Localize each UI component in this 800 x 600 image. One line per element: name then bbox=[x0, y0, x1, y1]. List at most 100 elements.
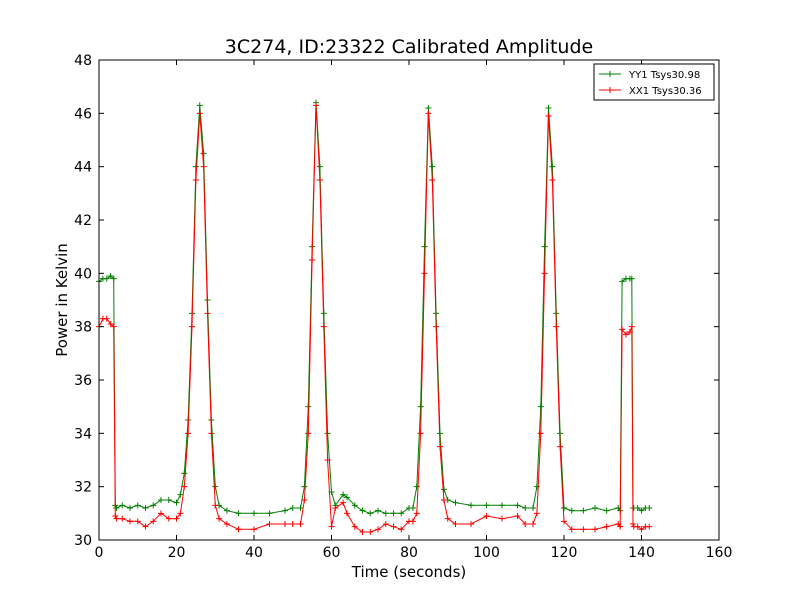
data-point bbox=[603, 507, 610, 514]
x-tick-label: 100 bbox=[473, 545, 500, 561]
data-point bbox=[514, 513, 521, 519]
data-point bbox=[112, 513, 119, 519]
data-point bbox=[619, 278, 626, 285]
data-point bbox=[417, 403, 424, 410]
data-point bbox=[561, 518, 567, 525]
data-point bbox=[557, 443, 564, 450]
data-point bbox=[568, 507, 575, 514]
x-tick-label: 20 bbox=[168, 545, 186, 561]
legend-label: YY1 Tsys30.98 bbox=[628, 70, 700, 81]
data-point bbox=[468, 521, 474, 527]
data-point bbox=[297, 505, 304, 511]
data-point bbox=[127, 505, 133, 511]
data-point bbox=[107, 273, 114, 279]
data-point bbox=[103, 315, 110, 322]
data-point bbox=[421, 270, 428, 277]
data-point bbox=[150, 502, 157, 509]
data-point bbox=[409, 505, 416, 511]
data-point bbox=[173, 499, 180, 506]
data-point bbox=[266, 521, 273, 527]
data-point bbox=[142, 505, 149, 511]
data-point bbox=[196, 102, 203, 109]
x-tick-label: 140 bbox=[628, 545, 655, 561]
data-point bbox=[301, 483, 308, 490]
data-point bbox=[417, 430, 424, 437]
data-point bbox=[568, 526, 575, 533]
data-point bbox=[110, 323, 117, 330]
data-point bbox=[390, 523, 397, 530]
data-point bbox=[468, 502, 474, 509]
data-point bbox=[216, 515, 223, 522]
y-tick-label: 48 bbox=[74, 53, 92, 69]
data-point bbox=[398, 510, 405, 517]
data-point bbox=[628, 323, 635, 330]
legend-marker bbox=[607, 87, 613, 93]
data-point bbox=[429, 177, 436, 183]
data-point bbox=[320, 323, 327, 330]
data-point bbox=[200, 150, 207, 157]
data-point bbox=[530, 521, 536, 527]
data-point bbox=[113, 515, 120, 522]
data-point bbox=[617, 523, 624, 530]
data-point bbox=[289, 521, 296, 527]
data-point bbox=[433, 323, 440, 330]
data-point bbox=[158, 497, 164, 503]
data-point bbox=[313, 102, 319, 109]
data-point bbox=[110, 275, 117, 282]
data-point bbox=[382, 510, 389, 517]
data-point bbox=[165, 515, 172, 522]
data-point bbox=[282, 521, 288, 527]
data-point bbox=[638, 507, 645, 514]
data-point bbox=[340, 499, 347, 506]
data-point bbox=[429, 163, 436, 170]
data-point bbox=[561, 505, 567, 511]
data-point bbox=[196, 110, 203, 117]
data-point bbox=[623, 331, 629, 338]
data-point bbox=[375, 507, 381, 514]
data-point bbox=[413, 483, 420, 490]
series-markers-2 bbox=[96, 102, 653, 535]
data-point bbox=[200, 163, 207, 170]
data-point bbox=[553, 323, 560, 330]
data-point bbox=[344, 510, 350, 517]
data-point bbox=[499, 502, 505, 509]
data-point bbox=[192, 177, 199, 183]
x-tick-label: 120 bbox=[551, 545, 578, 561]
data-point bbox=[634, 523, 641, 530]
data-point bbox=[324, 457, 331, 463]
data-point bbox=[212, 502, 219, 509]
data-point bbox=[421, 243, 428, 250]
data-point bbox=[165, 497, 172, 503]
x-tick-label: 40 bbox=[245, 545, 263, 561]
data-point bbox=[533, 510, 540, 517]
data-point bbox=[619, 326, 626, 333]
legend: YY1 Tsys30.98 XX1 Tsys30.36 bbox=[593, 63, 715, 101]
y-tick-label: 46 bbox=[74, 106, 92, 122]
data-point bbox=[440, 497, 447, 503]
data-point bbox=[409, 518, 416, 525]
data-point bbox=[223, 521, 230, 527]
data-point bbox=[181, 483, 188, 490]
data-point bbox=[440, 486, 447, 493]
data-point bbox=[634, 505, 641, 511]
data-point bbox=[499, 515, 505, 522]
x-tick-label: 80 bbox=[400, 545, 418, 561]
data-point bbox=[628, 275, 635, 282]
data-point bbox=[324, 430, 331, 437]
data-point bbox=[626, 329, 633, 335]
data-point bbox=[483, 502, 490, 509]
x-tick-label: 0 bbox=[95, 545, 104, 561]
data-point bbox=[413, 510, 420, 517]
data-point bbox=[301, 497, 308, 503]
data-point bbox=[113, 505, 120, 511]
data-point bbox=[309, 257, 316, 263]
data-point bbox=[390, 510, 397, 517]
data-point bbox=[251, 526, 257, 533]
data-point bbox=[185, 430, 192, 437]
data-point bbox=[545, 113, 552, 119]
data-point bbox=[629, 521, 636, 527]
y-tick-label: 34 bbox=[74, 426, 92, 442]
data-point bbox=[316, 177, 323, 183]
data-point bbox=[351, 523, 358, 530]
